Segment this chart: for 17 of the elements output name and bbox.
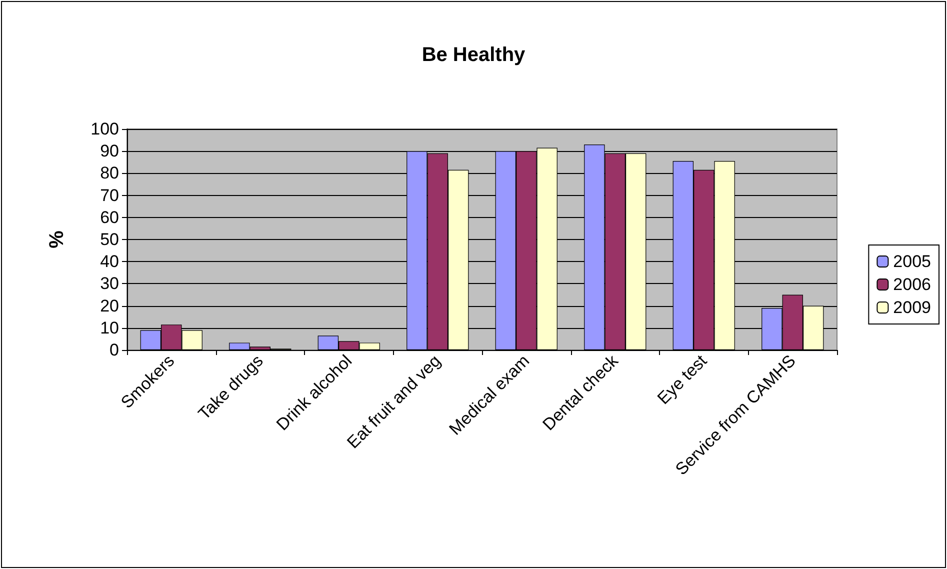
y-tick-label: 100	[90, 120, 119, 138]
y-tick-label: 50	[100, 230, 119, 249]
chart-title: Be Healthy	[422, 44, 526, 66]
y-tick-label: 20	[100, 296, 119, 316]
x-tick-label: Eye test	[654, 351, 711, 408]
y-tick-label: 40	[100, 252, 119, 272]
y-tick-label: 30	[100, 274, 119, 294]
y-tick-label: 80	[100, 164, 119, 183]
y-tick-label: 0	[110, 340, 119, 360]
legend-label: 2005	[893, 252, 932, 271]
y-tick-label: 60	[100, 208, 119, 227]
y-axis-title: %	[46, 230, 68, 248]
legend-label: 2009	[893, 298, 932, 317]
legend-label: 2006	[893, 275, 932, 294]
y-tick-label: 70	[100, 186, 119, 205]
y-tick-label: 90	[100, 142, 119, 161]
y-tick-label: 10	[100, 318, 119, 338]
